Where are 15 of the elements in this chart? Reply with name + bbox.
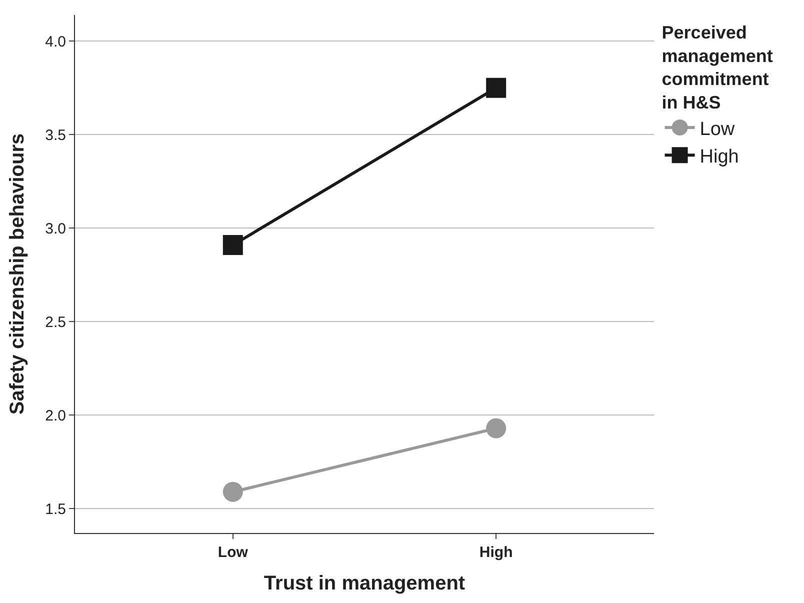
y-axis-title: Safety citizenship behaviours xyxy=(6,133,29,415)
y-tick-label: 2.5 xyxy=(45,314,66,331)
point xyxy=(486,78,506,98)
point xyxy=(486,418,506,438)
y-tick-label: 3.0 xyxy=(45,220,66,238)
legend-label: High xyxy=(700,146,739,168)
y-tick-label: 1.5 xyxy=(45,500,66,518)
point xyxy=(222,235,243,256)
y-tick-label: 2.0 xyxy=(45,407,66,424)
x-axis-title: Trust in management xyxy=(264,572,466,594)
legend-title: Perceived management commitment in H&S xyxy=(662,22,773,113)
y-tick-label: 4.0 xyxy=(45,33,66,50)
point xyxy=(222,482,243,502)
legend-label: Low xyxy=(700,118,735,140)
y-tick-label: 3.5 xyxy=(45,126,66,144)
